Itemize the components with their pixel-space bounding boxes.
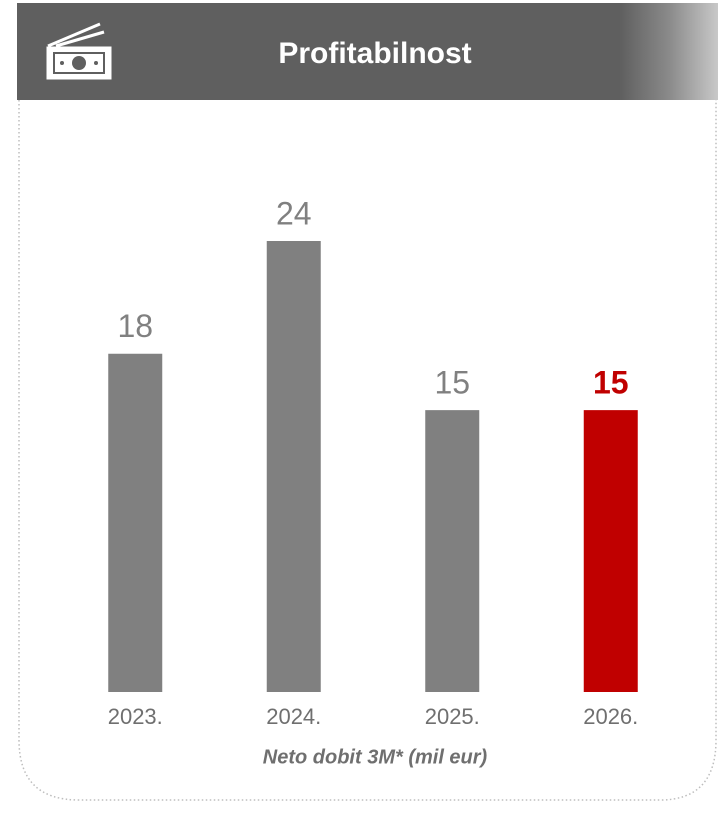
footnote: Neto dobit 3M* (mil eur) <box>263 746 488 768</box>
header <box>17 3 718 100</box>
chart-title: Profitabilnost <box>278 37 471 70</box>
frame <box>18 100 717 801</box>
x-tick-label: 2024. <box>266 704 321 729</box>
x-tick-label: 2026. <box>583 704 638 729</box>
value-label: 15 <box>593 365 629 401</box>
bar <box>583 410 638 692</box>
x-tick-label: 2023. <box>108 704 163 729</box>
value-label: 18 <box>117 308 153 344</box>
money-icon <box>46 22 112 80</box>
bar <box>425 410 480 692</box>
bar <box>266 241 321 692</box>
value-label: 24 <box>276 195 312 231</box>
value-label: 15 <box>434 365 470 401</box>
bar <box>108 353 163 692</box>
x-tick-label: 2025. <box>425 704 480 729</box>
